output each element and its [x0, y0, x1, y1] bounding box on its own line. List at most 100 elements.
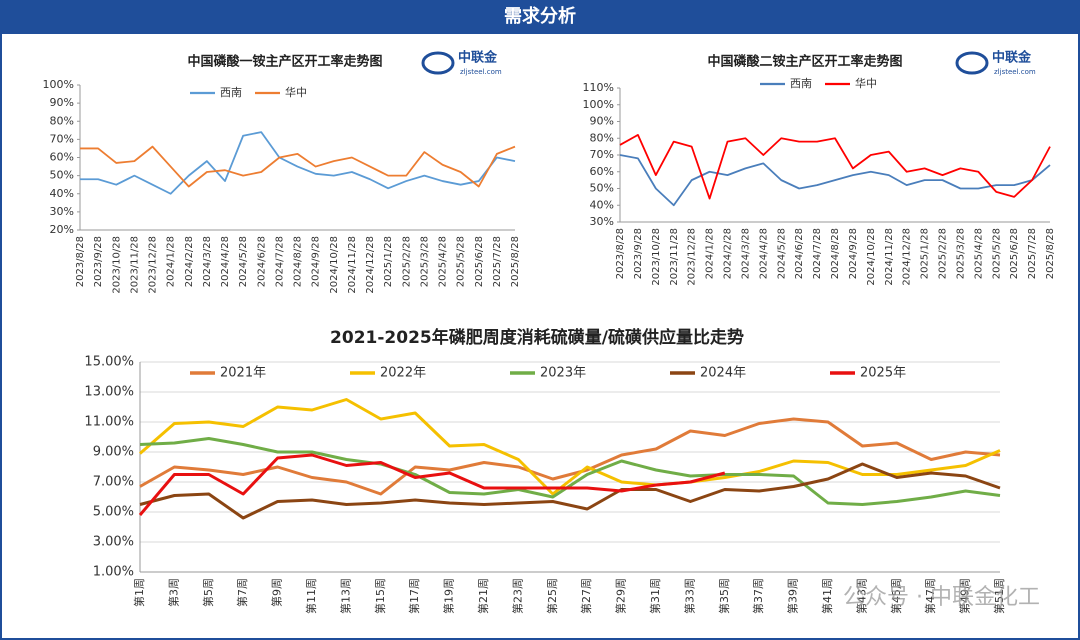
x-tick-label: 2024/9/28	[311, 236, 322, 287]
legend-label: 华中	[285, 85, 307, 99]
x-tick-label: 2023/8/28	[75, 236, 86, 287]
logo-name: 中联金	[992, 50, 1032, 66]
series-line	[139, 398, 1001, 496]
y-tick-label: 70%	[590, 148, 614, 161]
y-tick-label: 9.00%	[93, 445, 134, 460]
y-tick-label: 90%	[590, 115, 614, 128]
series-line	[80, 131, 516, 195]
x-tick-label: 2025/3/28	[419, 236, 430, 287]
x-tick-label: 2025/5/28	[991, 228, 1002, 279]
x-tick-label: 第5周	[201, 578, 215, 607]
chart-title: 中国磷酸一铵主产区开工率走势图	[187, 54, 382, 70]
logo-site: zljsteel.com	[994, 68, 1036, 76]
y-tick-label: 60%	[50, 151, 74, 164]
x-tick-label: 2024/7/28	[812, 228, 823, 279]
x-tick-label: 第41周	[820, 578, 834, 614]
x-tick-label: 2024/4/28	[220, 236, 231, 287]
x-tick-label: 第19周	[442, 578, 456, 614]
series-line	[139, 437, 1001, 506]
logo-2: 中联金 zljsteel.com	[955, 50, 1036, 76]
x-tick-label: 2023/10/28	[651, 228, 662, 286]
y-tick-label: 80%	[590, 131, 614, 144]
x-tick-label: 2025/3/28	[955, 228, 966, 279]
x-tick-label: 第51周	[992, 578, 1006, 614]
logo-icon	[955, 51, 989, 75]
y-tick-label: 30%	[50, 205, 74, 218]
y-tick-label: 60%	[590, 165, 614, 178]
y-tick-label: 70%	[50, 132, 74, 145]
x-tick-label: 2024/10/28	[866, 228, 877, 286]
legend-label: 2025年	[860, 366, 906, 381]
x-tick-label: 第31周	[648, 578, 662, 614]
x-tick-label: 第7周	[235, 578, 249, 607]
logo-1: 中联金 zljsteel.com	[421, 50, 502, 76]
x-tick-label: 2024/3/28	[740, 228, 751, 279]
y-tick-label: 1.00%	[93, 565, 134, 580]
y-tick-label: 3.00%	[93, 535, 134, 550]
y-tick-label: 40%	[50, 187, 74, 200]
x-tick-label: 2024/6/28	[256, 236, 267, 287]
x-tick-label: 2024/4/28	[758, 228, 769, 279]
x-tick-label: 2025/1/28	[383, 236, 394, 287]
x-tick-label: 2024/9/28	[848, 228, 859, 279]
x-tick-label: 2023/9/28	[93, 236, 104, 287]
x-tick-label: 2025/4/28	[438, 236, 449, 287]
x-tick-label: 2025/5/28	[456, 236, 467, 287]
x-tick-label: 第29周	[614, 578, 628, 614]
series-line	[619, 154, 1051, 207]
x-tick-label: 第37周	[751, 578, 765, 614]
x-tick-label: 2025/2/28	[401, 236, 412, 287]
series-line	[80, 145, 516, 188]
x-tick-label: 2024/8/28	[293, 236, 304, 287]
legend-label: 西南	[220, 86, 242, 99]
x-tick-label: 2023/12/28	[687, 228, 698, 286]
chart-title: 2021-2025年磷肥周度消耗硫磺量/硫磺供应量比走势	[330, 327, 744, 348]
x-tick-label: 2025/4/28	[973, 228, 984, 279]
legend-label: 2021年	[220, 366, 266, 381]
x-tick-label: 第21周	[476, 578, 490, 614]
series-line	[619, 134, 1051, 200]
x-tick-label: 2024/12/28	[902, 228, 913, 286]
x-tick-label: 2024/10/28	[329, 236, 340, 294]
x-tick-label: 第1周	[132, 578, 146, 607]
y-tick-label: 13.00%	[84, 385, 134, 400]
x-tick-label: 2024/1/28	[166, 236, 177, 287]
x-tick-label: 2023/9/28	[633, 228, 644, 279]
legend-label: 西南	[790, 77, 812, 90]
x-tick-label: 2024/3/28	[202, 236, 213, 287]
x-tick-label: 第33周	[682, 578, 696, 614]
legend-label: 2024年	[700, 366, 746, 381]
x-tick-label: 第3周	[166, 578, 180, 607]
y-tick-label: 110%	[583, 81, 614, 94]
header-bar	[0, 0, 1080, 34]
legend-label: 2023年	[540, 366, 586, 381]
chart-title: 中国磷酸二铵主产区开工率走势图	[707, 54, 902, 70]
y-tick-label: 90%	[50, 96, 74, 109]
x-tick-label: 2025/6/28	[1009, 228, 1020, 279]
x-tick-label: 2025/6/28	[474, 236, 485, 287]
x-tick-label: 2024/2/28	[723, 228, 734, 279]
y-tick-label: 7.00%	[93, 475, 134, 490]
x-tick-label: 2023/11/28	[129, 236, 140, 294]
x-tick-label: 2025/8/28	[1045, 228, 1056, 279]
x-tick-label: 第23周	[510, 578, 524, 614]
y-tick-label: 15.00%	[84, 355, 134, 370]
header-title: 需求分析	[504, 5, 576, 27]
x-tick-label: 第9周	[270, 578, 284, 607]
y-tick-label: 50%	[50, 169, 74, 182]
x-tick-label: 2024/1/28	[705, 228, 716, 279]
logo-name: 中联金	[458, 50, 498, 66]
x-tick-label: 2025/7/28	[492, 236, 503, 287]
x-tick-label: 2024/2/28	[184, 236, 195, 287]
y-tick-label: 30%	[590, 215, 614, 228]
series-line	[138, 453, 726, 516]
x-tick-label: 第35周	[717, 578, 731, 614]
x-tick-label: 2024/11/28	[884, 228, 895, 286]
x-tick-label: 第13周	[338, 578, 352, 614]
legend-label: 华中	[855, 76, 877, 90]
x-tick-label: 第15周	[373, 578, 387, 614]
y-tick-label: 100%	[583, 98, 614, 111]
x-tick-label: 2024/11/28	[347, 236, 358, 294]
